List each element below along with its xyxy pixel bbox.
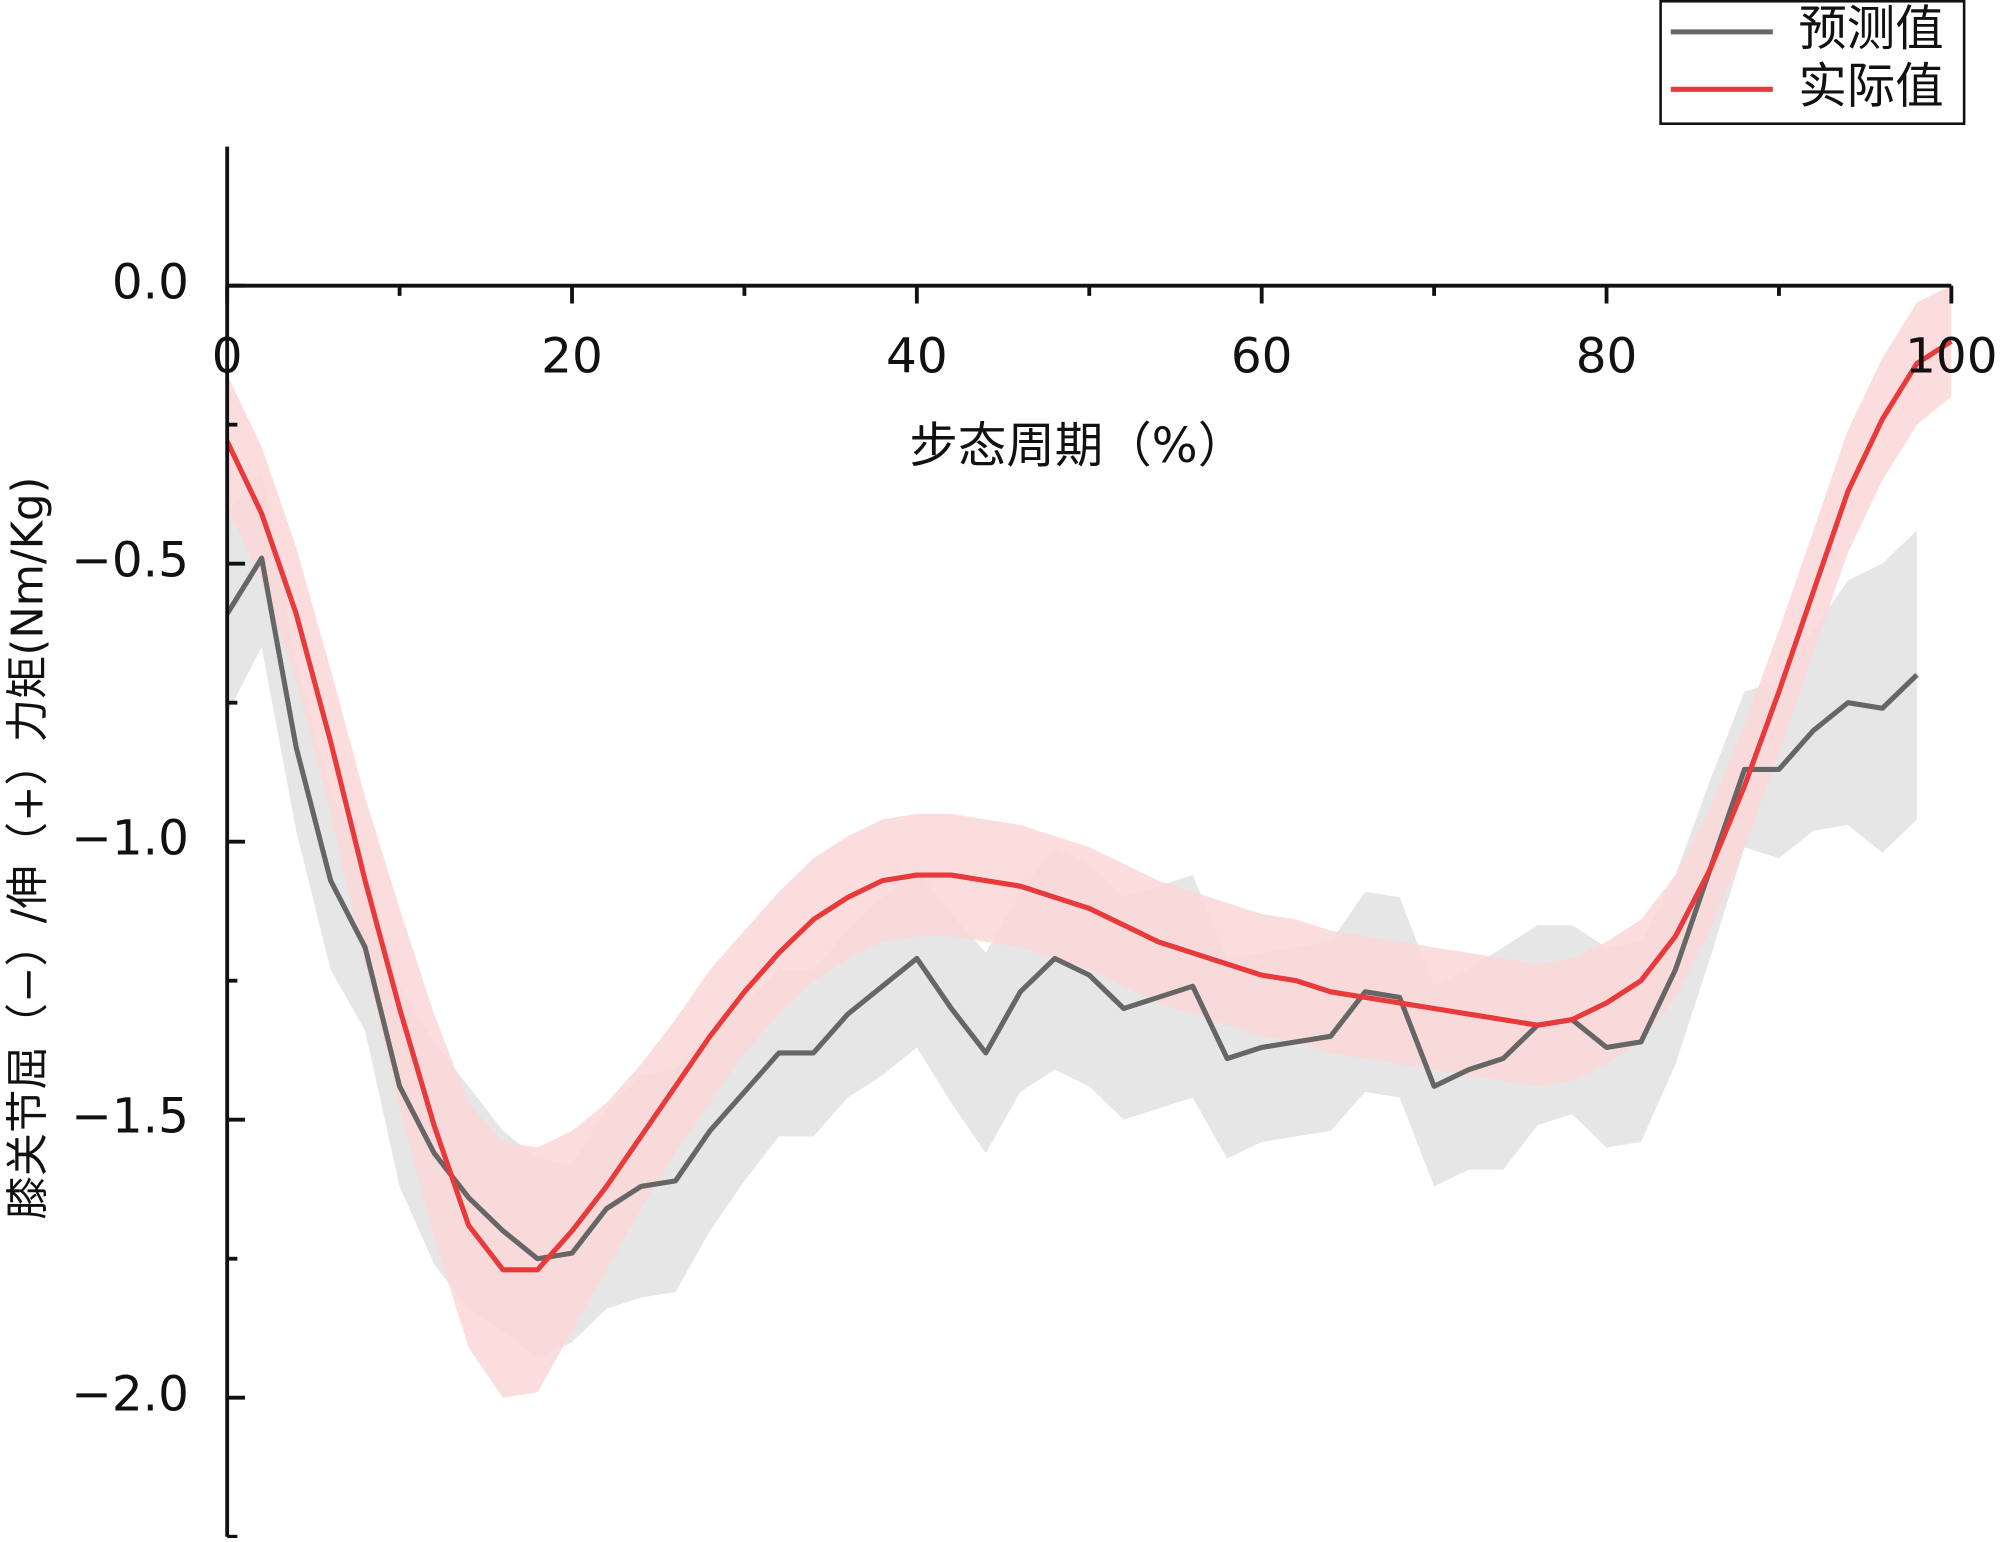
legend-label: 预测值 xyxy=(1798,1,1943,57)
y-tick-label: 0.0 xyxy=(112,255,189,311)
series-line xyxy=(224,339,1953,1273)
y-tick-label: −0.5 xyxy=(71,533,189,589)
x-tick-label: 0 xyxy=(212,329,243,385)
x-axis-label: 步态周期（%） xyxy=(909,418,1246,474)
y-tick-label: −2.0 xyxy=(71,1367,189,1423)
x-tick-label: 20 xyxy=(541,329,603,385)
y-axis-label: 膝关节屈（−）/伸（+）力矩(Nm/Kg) xyxy=(3,477,53,1220)
legend-label: 实际值 xyxy=(1798,58,1943,114)
x-tick-label: 100 xyxy=(1905,329,1997,385)
y-tick-label: −1.0 xyxy=(71,811,189,867)
confidence-band xyxy=(227,285,1952,1398)
legend-box xyxy=(1659,0,1966,125)
x-tick-label: 60 xyxy=(1231,329,1293,385)
x-tick-label: 40 xyxy=(886,329,948,385)
x-tick-label: 80 xyxy=(1576,329,1638,385)
series-line xyxy=(225,555,1919,1262)
y-tick-label: −1.5 xyxy=(71,1089,189,1145)
